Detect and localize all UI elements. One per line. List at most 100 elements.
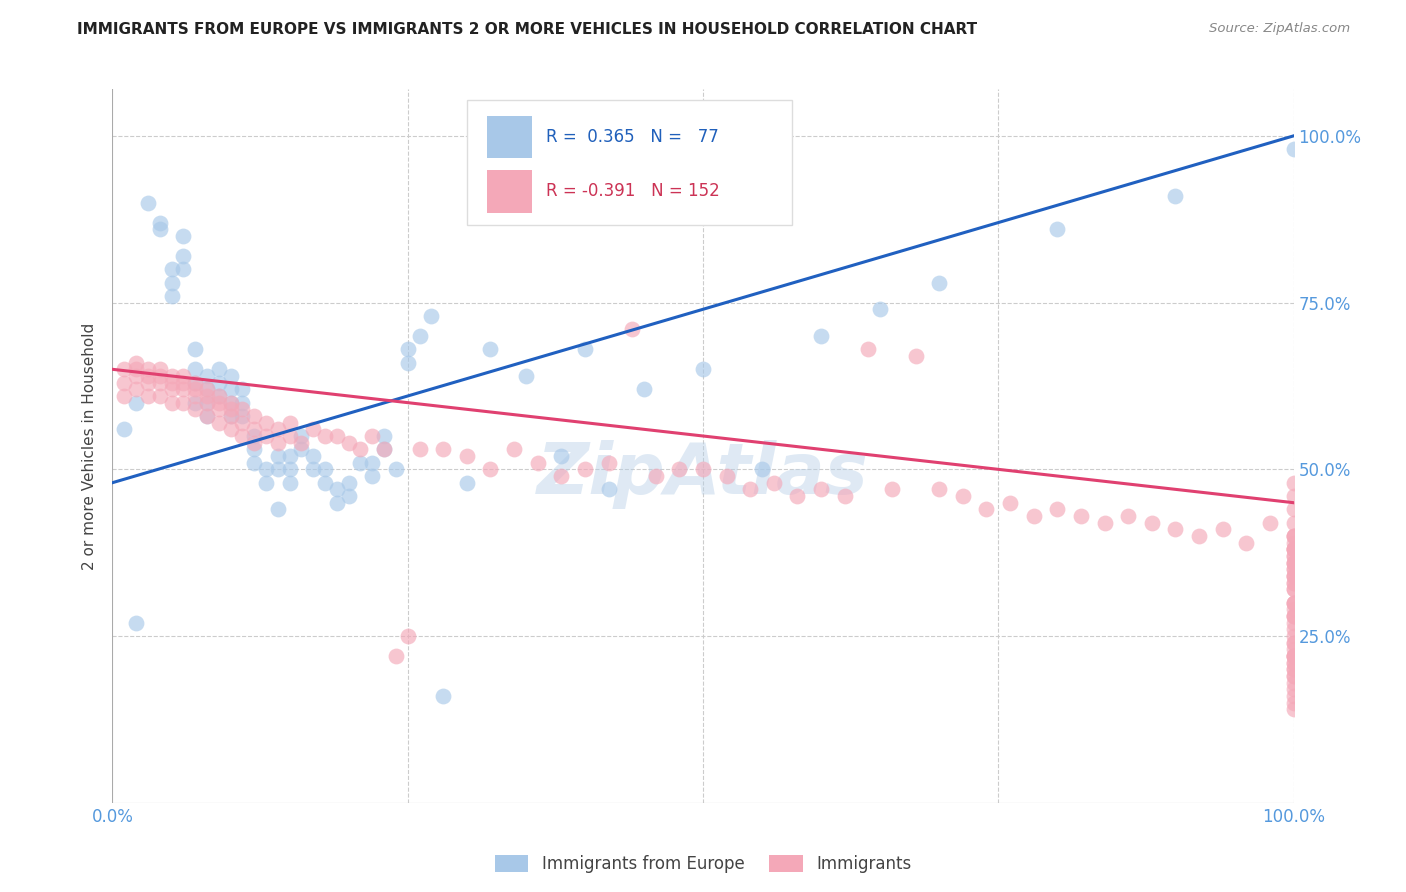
Y-axis label: 2 or more Vehicles in Household: 2 or more Vehicles in Household [82, 322, 97, 570]
Point [644, 469, 666, 483]
Point [184, 395, 207, 409]
Point [1282, 636, 1305, 650]
Point [456, 475, 478, 490]
Point [1282, 575, 1305, 590]
Point [1094, 516, 1116, 530]
Point [361, 456, 384, 470]
Point [976, 502, 998, 516]
Text: Source: ZipAtlas.com: Source: ZipAtlas.com [1209, 22, 1350, 36]
Point [1282, 569, 1305, 583]
Point [479, 462, 502, 476]
Point [1282, 582, 1305, 597]
Point [267, 462, 290, 476]
Point [869, 302, 891, 317]
Point [1282, 702, 1305, 716]
Point [136, 389, 159, 403]
Point [1282, 649, 1305, 664]
Point [231, 402, 253, 417]
Point [998, 496, 1021, 510]
Point [1282, 636, 1305, 650]
Point [195, 368, 218, 383]
Point [243, 429, 266, 443]
Point [550, 469, 572, 483]
Point [160, 382, 183, 396]
Point [231, 409, 253, 423]
Point [243, 435, 266, 450]
Point [267, 449, 290, 463]
Point [1022, 509, 1045, 524]
Point [267, 435, 290, 450]
Point [160, 276, 183, 290]
Point [172, 228, 194, 243]
Point [208, 362, 231, 376]
Point [1282, 696, 1305, 710]
Point [184, 362, 207, 376]
Point [1282, 542, 1305, 557]
Point [479, 343, 502, 357]
Point [1282, 569, 1305, 583]
Point [692, 362, 714, 376]
Point [125, 356, 148, 370]
Point [1282, 582, 1305, 597]
Point [208, 389, 231, 403]
Point [125, 362, 148, 376]
FancyBboxPatch shape [467, 100, 792, 225]
Point [184, 376, 207, 390]
Point [278, 449, 301, 463]
Point [834, 489, 856, 503]
Point [184, 402, 207, 417]
Point [231, 416, 253, 430]
Point [125, 382, 148, 396]
Point [1282, 596, 1305, 610]
Point [385, 462, 408, 476]
Point [184, 343, 207, 357]
Point [762, 475, 785, 490]
Point [550, 449, 572, 463]
Point [195, 395, 218, 409]
Point [751, 462, 773, 476]
Point [290, 435, 312, 450]
Point [195, 409, 218, 423]
Point [408, 329, 430, 343]
Point [1046, 502, 1069, 516]
Point [1282, 529, 1305, 543]
Point [1282, 649, 1305, 664]
Point [1282, 615, 1305, 630]
Point [112, 362, 135, 376]
Point [160, 376, 183, 390]
Point [337, 489, 360, 503]
Point [1282, 516, 1305, 530]
Point [149, 368, 172, 383]
Point [1140, 516, 1163, 530]
Point [432, 442, 454, 457]
Point [349, 456, 371, 470]
Point [149, 222, 172, 236]
Point [1046, 222, 1069, 236]
Point [290, 442, 312, 457]
Point [219, 409, 242, 423]
Point [740, 483, 762, 497]
Point [302, 422, 325, 436]
Point [172, 262, 194, 277]
Point [1282, 489, 1305, 503]
Point [1164, 189, 1187, 203]
Point [267, 502, 290, 516]
Point [219, 409, 242, 423]
Point [1282, 662, 1305, 676]
Point [621, 322, 644, 336]
Point [1116, 509, 1139, 524]
Point [373, 442, 395, 457]
Point [278, 416, 301, 430]
Point [243, 422, 266, 436]
Point [254, 462, 277, 476]
Point [515, 368, 537, 383]
Point [160, 368, 183, 383]
Point [1282, 542, 1305, 557]
Point [373, 442, 395, 457]
Point [1258, 516, 1281, 530]
Point [598, 483, 620, 497]
Point [668, 462, 690, 476]
Point [786, 489, 808, 503]
Point [1282, 609, 1305, 624]
Point [112, 376, 135, 390]
